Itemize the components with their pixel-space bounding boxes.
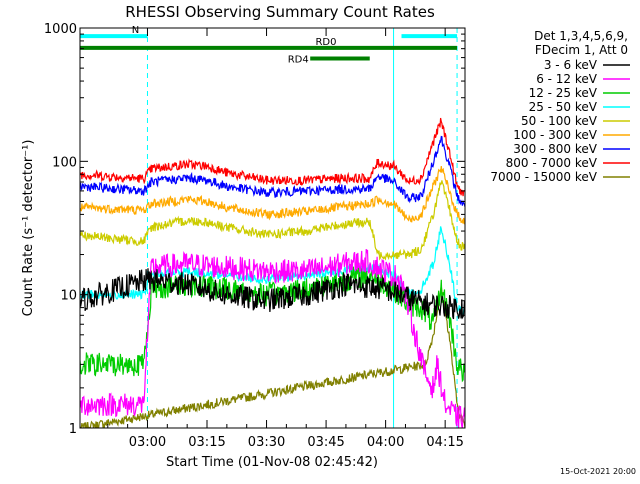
legend-entry-label: 300 - 800 keV xyxy=(513,142,597,156)
legend-entry-label: 50 - 100 keV xyxy=(521,114,598,128)
legend-entry-label: 800 - 7000 keV xyxy=(506,156,598,170)
series-line xyxy=(80,285,465,428)
x-tick-label: 03:30 xyxy=(248,435,285,450)
plot-area: N RD0 RD4 xyxy=(80,25,465,428)
traces xyxy=(80,28,465,428)
x-tick-label: 03:45 xyxy=(307,435,344,450)
series-line xyxy=(80,117,465,197)
x-tick-label: 04:15 xyxy=(426,435,463,450)
legend-entry-label: 6 - 12 keV xyxy=(536,72,598,86)
series-line xyxy=(80,135,465,207)
y-tick-label: 10 xyxy=(60,289,77,304)
legend-entry-label: 7000 - 15000 keV xyxy=(490,170,597,184)
y-tick-label: 100 xyxy=(52,155,77,170)
observing-flag-label: RD4 xyxy=(288,55,309,66)
observing-flag-label: RD0 xyxy=(315,37,336,48)
series-line xyxy=(80,166,465,225)
x-tick-label: 03:15 xyxy=(188,435,225,450)
legend-entry-label: 25 - 50 keV xyxy=(529,100,598,114)
y-tick-label: 1000 xyxy=(44,22,77,37)
x-tick-label: 04:00 xyxy=(367,435,404,450)
x-tick-label: 03:00 xyxy=(129,435,166,450)
plot-frame xyxy=(79,27,466,429)
legend-header: FDecim 1, Att 0 xyxy=(535,43,628,57)
legend-entry-label: 3 - 6 keV xyxy=(544,58,598,72)
series-line xyxy=(80,268,465,320)
chart-title: RHESSI Observing Summary Count Rates xyxy=(125,3,435,21)
y-axis: 1 10 100 1000 xyxy=(44,22,465,437)
legend-entry-label: 12 - 25 keV xyxy=(529,86,598,100)
series-line xyxy=(80,226,465,318)
series-line xyxy=(80,180,465,261)
series-line xyxy=(80,249,465,428)
footer-date: 15-Oct-2021 20:00 xyxy=(560,467,636,476)
legend-entry-label: 100 - 300 keV xyxy=(513,128,597,142)
legend-header: Det 1,3,4,5,6,9, xyxy=(534,29,628,43)
observing-flag-label: N xyxy=(132,25,139,36)
y-axis-label: Count Rate (s⁻¹ detector⁻¹) xyxy=(21,140,36,317)
x-axis-label: Start Time (01-Nov-08 02:45:42) xyxy=(166,455,378,470)
y-tick-label: 1 xyxy=(69,422,77,437)
x-axis: 03:00 03:15 03:30 03:45 04:00 04:15 xyxy=(107,28,466,450)
legend: Det 1,3,4,5,6,9,FDecim 1, Att 03 - 6 keV… xyxy=(490,29,630,184)
